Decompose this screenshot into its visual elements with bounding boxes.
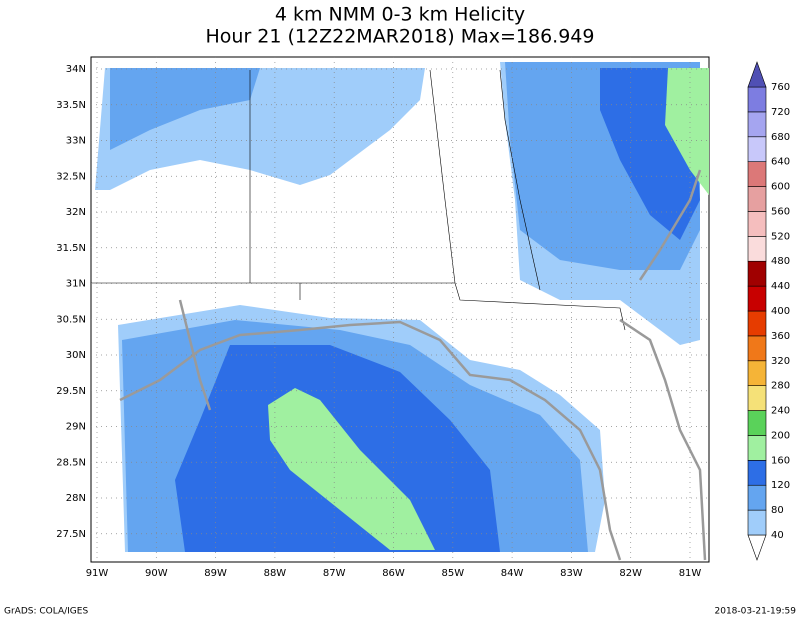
colorbar-label: 520: [771, 231, 790, 242]
colorbar-label: 280: [771, 381, 790, 392]
colorbar-label: 200: [771, 430, 790, 441]
map: [90, 56, 710, 563]
lat-label: 31N: [66, 279, 86, 290]
lat-label: 28.5N: [56, 457, 86, 468]
colorbar-end: [747, 534, 767, 561]
state-line: [91, 69, 626, 331]
lat-label: 34N: [66, 64, 86, 75]
footer-right: 2018-03-21-19:59: [715, 607, 797, 617]
lat-label: 30.5N: [56, 314, 86, 325]
lon-label: 87W: [323, 568, 346, 579]
colorbar-box: [747, 161, 767, 187]
colorbar-label: 320: [771, 356, 790, 367]
shade-160: [268, 388, 435, 550]
colorbar-label: 400: [771, 306, 790, 317]
lat-label: 32N: [66, 207, 86, 218]
colorbar-label: 600: [771, 182, 790, 193]
colorbar-label: 40: [771, 530, 784, 541]
lon-label: 86W: [382, 568, 405, 579]
colorbar-label: 480: [771, 256, 790, 267]
colorbar-box: [747, 136, 767, 162]
lon-label: 83W: [560, 568, 583, 579]
lat-label: 29N: [66, 422, 86, 433]
colorbar-box: [747, 310, 767, 337]
coastline: [119, 169, 707, 561]
colorbar-box: [747, 484, 767, 511]
lat-label: 32.5N: [56, 171, 86, 182]
colorbar-label: 120: [771, 480, 790, 491]
colorbar-label: 560: [771, 206, 790, 217]
lon-label: 90W: [145, 568, 168, 579]
colorbar-label: 760: [771, 82, 790, 93]
colorbar-label: 640: [771, 157, 790, 168]
lat-label: 30N: [66, 350, 86, 361]
grid: [91, 57, 709, 562]
title: 4 km NMM 0-3 km Helicity: [275, 4, 525, 26]
lat-label: 33.5N: [56, 100, 86, 111]
subtitle: Hour 21 (12Z22MAR2018) Max=186.949: [206, 26, 595, 48]
colorbar-box: [747, 211, 767, 237]
shade-80-north: [110, 68, 260, 150]
lon-label: 91W: [86, 568, 109, 579]
colorbar-box: [747, 186, 767, 212]
colorbar-box: [747, 236, 767, 262]
colorbar-box: [747, 86, 767, 113]
footer-left: GrADS: COLA/IGES: [4, 607, 88, 617]
colorbar-box: [747, 509, 767, 536]
lat-label: 29.5N: [56, 386, 86, 397]
lon-label: 84W: [501, 568, 524, 579]
colorbar: 40 80 120 160 200 240 280 320 360 400 440 480 520 560…: [747, 61, 790, 561]
colorbar-label: 80: [771, 505, 784, 516]
colorbar-box: [747, 435, 767, 461]
lon-label: 85W: [441, 568, 464, 579]
river: [178, 299, 212, 411]
axes: 91W 90W 89W 88W 87W 86W 85W 84W 83W 82W 81W 34N 33.5…: [56, 64, 701, 579]
colorbar-box: [747, 410, 767, 436]
shade-160-east: [665, 68, 709, 195]
colorbar-label: 160: [771, 455, 790, 466]
colorbar-label: 440: [771, 281, 790, 292]
colorbar-box: [747, 285, 767, 312]
lon-label: 89W: [204, 568, 227, 579]
colorbar-label: 360: [771, 331, 790, 342]
colorbar-end: [747, 61, 767, 88]
lat-label: 31.5N: [56, 243, 86, 254]
colorbar-box: [747, 335, 767, 362]
lat-label: 33N: [66, 136, 86, 147]
colorbar-box: [747, 260, 767, 287]
colorbar-box: [747, 360, 767, 386]
lat-label: 27.5N: [56, 529, 86, 540]
colorbar-label: 240: [771, 406, 790, 417]
colorbar-box: [747, 385, 767, 411]
lon-label: 82W: [619, 568, 642, 579]
colorbar-box: [747, 460, 767, 486]
colorbar-box: [747, 111, 767, 138]
lat-label: 28N: [66, 493, 86, 504]
lon-label: 81W: [679, 568, 702, 579]
lon-label: 88W: [264, 568, 287, 579]
colorbar-label: 680: [771, 132, 790, 143]
colorbar-label: 720: [771, 107, 790, 118]
